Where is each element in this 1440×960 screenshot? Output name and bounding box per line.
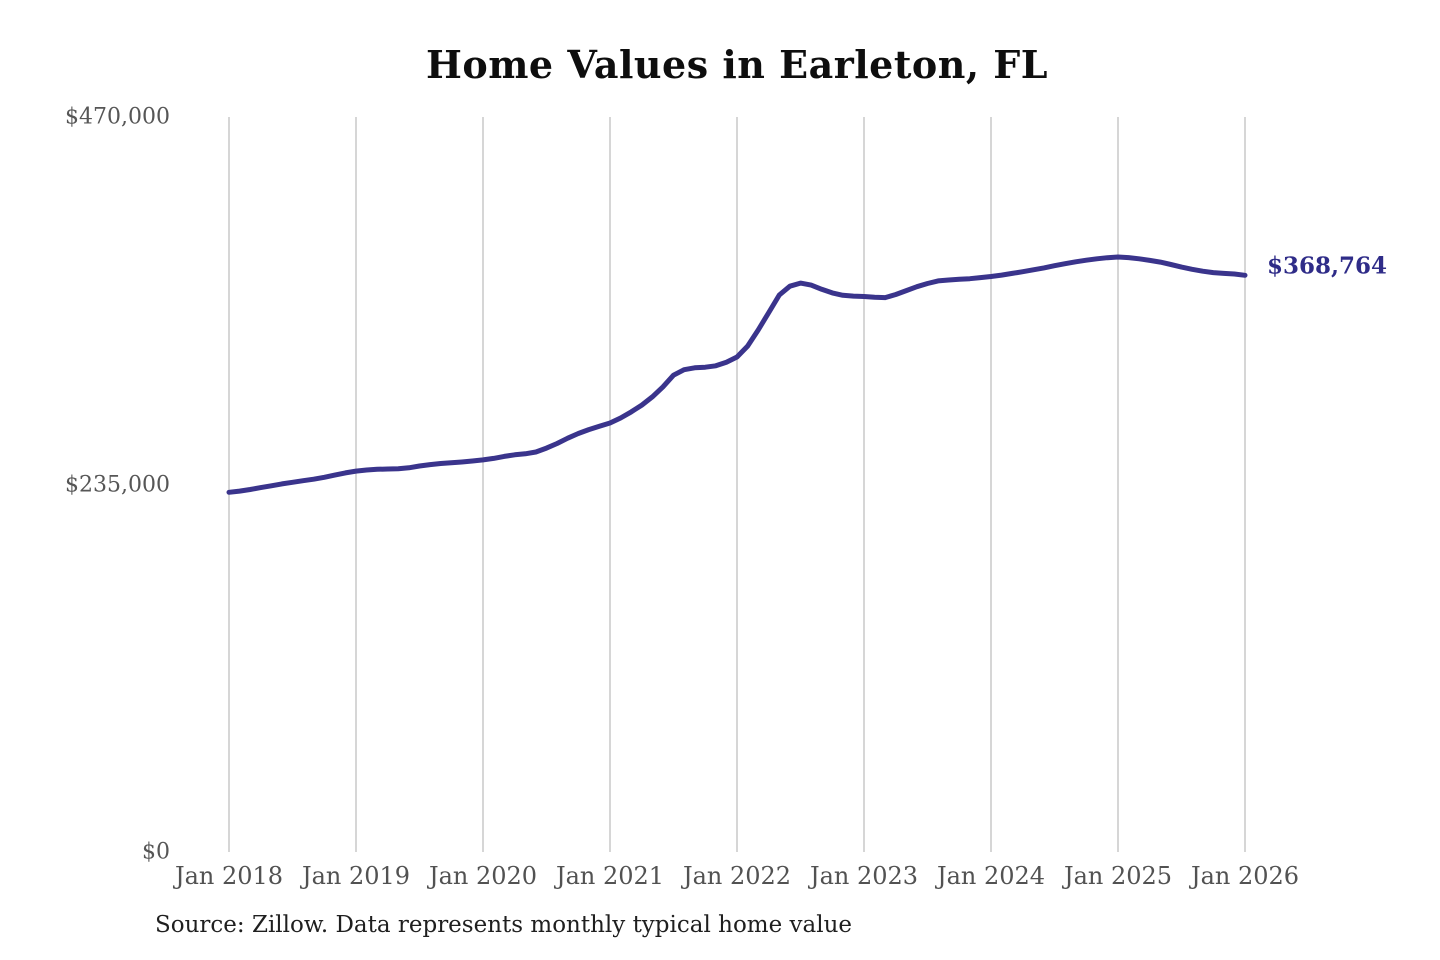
x-axis-tick-label: Jan 2018 [174,862,284,890]
x-axis-tick-label: Jan 2025 [1063,862,1173,890]
chart-title: Home Values in Earleton, FL [425,42,1049,87]
y-axis-tick-label: $470,000 [65,104,170,130]
home-value-line [226,254,1248,495]
x-axis-tick-label: Jan 2023 [809,862,919,890]
x-axis-tick-label: Jan 2020 [428,862,538,890]
source-note: Source: Zillow. Data represents monthly … [155,912,853,938]
x-axis-tick-label: Jan 2026 [1190,862,1300,890]
x-axis-tick-label: Jan 2024 [936,862,1046,890]
x-axis-tick-label: Jan 2019 [301,862,411,890]
x-axis-tick-label: Jan 2022 [682,862,792,890]
x-axis-tick-label: Jan 2021 [555,862,665,890]
y-axis-tick-label: $0 [142,839,170,865]
latest-value-label: $368,764 [1267,252,1388,280]
y-axis-tick-label: $235,000 [65,472,170,497]
